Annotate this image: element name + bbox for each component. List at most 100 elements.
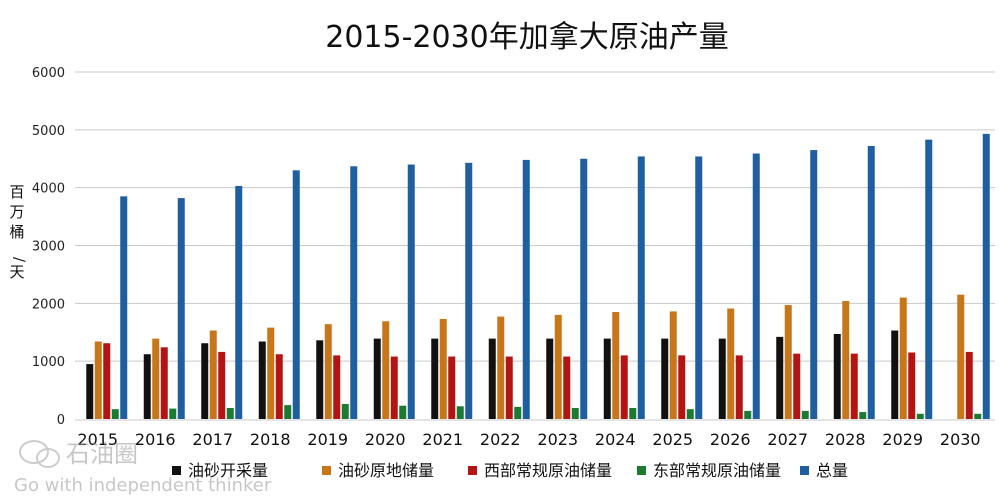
- bar-3-2025: [686, 409, 694, 419]
- bar-3-2026: [744, 410, 752, 419]
- watermark-logo-icon: [19, 440, 60, 468]
- bar-3-2018: [284, 405, 292, 419]
- y-tick-label: 2000: [32, 297, 65, 312]
- legend-item: 东部常规原油储量: [637, 461, 781, 480]
- y-tick-label: 6000: [32, 66, 65, 81]
- y-axis-label-text: 百万桶/天: [9, 183, 28, 281]
- bar-4-2016: [177, 198, 185, 419]
- bar-2-2024: [620, 355, 628, 419]
- x-tick-label: 2026: [710, 430, 751, 449]
- legend-label: 西部常规原油储量: [484, 461, 612, 480]
- watermark-logo-text: 石油圈: [66, 440, 138, 468]
- bar-1-2025: [669, 311, 677, 419]
- bar-0-2015: [86, 364, 94, 419]
- bar-4-2015: [120, 196, 128, 419]
- bar-3-2029: [916, 413, 924, 419]
- y-tick-label: 0: [57, 413, 65, 428]
- x-tick-label: 2015: [77, 430, 118, 449]
- bar-0-2018: [258, 341, 266, 419]
- y-tick-label: 4000: [32, 182, 65, 197]
- legend-item: 油砂开采量: [172, 461, 268, 480]
- bar-0-2025: [661, 338, 669, 419]
- bar-1-2028: [842, 301, 850, 419]
- y-axis-label: 百万桶/天: [9, 183, 28, 281]
- bar-1-2026: [727, 308, 735, 419]
- x-tick-label: 2023: [537, 430, 578, 449]
- bar-0-2027: [776, 336, 784, 419]
- bar-2-2029: [908, 352, 916, 419]
- bar-0-2029: [891, 330, 899, 419]
- bar-3-2030: [974, 413, 982, 419]
- bar-0-2022: [488, 338, 496, 419]
- x-tick-label: 2027: [767, 430, 808, 449]
- bar-2-2022: [505, 356, 513, 419]
- bar-3-2021: [456, 406, 464, 419]
- bar-1-2020: [382, 321, 390, 419]
- x-tick-label: 2019: [307, 430, 348, 449]
- bar-2-2015: [103, 343, 111, 419]
- watermark-tagline: Go with independent thinker: [14, 475, 272, 496]
- legend-swatch: [468, 466, 477, 475]
- bar-3-2024: [629, 408, 637, 419]
- bar-1-2017: [209, 330, 217, 419]
- legend-swatch: [322, 466, 331, 475]
- legend-label: 油砂原地储量: [338, 461, 434, 480]
- legend-item: 总量: [800, 461, 848, 480]
- bar-4-2026: [752, 153, 760, 420]
- bar-3-2016: [169, 408, 177, 419]
- watermark: 石油圈 Go with independent thinker: [14, 440, 272, 496]
- legend-swatch: [172, 466, 181, 475]
- x-tick-label: 2017: [192, 430, 233, 449]
- bar-3-2022: [514, 406, 522, 419]
- bar-0-2021: [431, 338, 439, 419]
- bar-2-2020: [390, 356, 398, 419]
- bar-2-2030: [965, 351, 973, 419]
- bar-1-2030: [957, 294, 965, 419]
- bar-3-2020: [399, 405, 407, 419]
- y-tick-label: 1000: [32, 355, 65, 370]
- chart-title: 2015-2030年加拿大原油产量: [325, 20, 729, 55]
- bar-0-2019: [316, 340, 324, 419]
- bar-4-2019: [350, 166, 358, 419]
- bar-3-2027: [801, 410, 809, 419]
- bar-4-2022: [522, 159, 530, 419]
- bar-1-2021: [439, 318, 447, 419]
- bar-1-2027: [784, 305, 792, 419]
- legend-label: 东部常规原油储量: [653, 461, 781, 480]
- bar-0-2028: [833, 333, 841, 419]
- x-tick-label: 2021: [422, 430, 463, 449]
- bar-2-2019: [333, 355, 341, 419]
- bar-3-2019: [341, 403, 349, 419]
- bar-3-2028: [859, 412, 867, 419]
- x-tick-label: 2030: [940, 430, 981, 449]
- bar-4-2027: [810, 150, 818, 419]
- bar-0-2017: [201, 343, 209, 419]
- x-tick-label: 2022: [480, 430, 521, 449]
- bar-2-2018: [275, 354, 283, 419]
- bar-3-2023: [571, 408, 579, 419]
- bar-0-2023: [546, 338, 554, 419]
- bar-1-2018: [267, 327, 275, 419]
- bar-2-2023: [563, 356, 571, 419]
- bar-4-2030: [982, 133, 990, 420]
- x-tick-label: 2029: [882, 430, 923, 449]
- bar-2-2026: [735, 355, 743, 419]
- bar-4-2017: [235, 185, 243, 419]
- bar-1-2024: [612, 312, 620, 419]
- bar-4-2023: [580, 158, 588, 419]
- bar-4-2018: [292, 170, 300, 419]
- bar-1-2015: [94, 341, 102, 419]
- y-axis-ticks: 0 1000 2000 3000 4000 5000 6000: [32, 66, 65, 428]
- bar-2-2021: [448, 356, 456, 419]
- bar-4-2029: [925, 139, 933, 420]
- bar-2-2028: [850, 353, 858, 419]
- bar-0-2020: [373, 338, 381, 419]
- y-tick-label: 5000: [32, 124, 65, 139]
- x-tick-label: 2028: [825, 430, 866, 449]
- bar-2-2017: [218, 351, 226, 419]
- x-tick-label: 2025: [652, 430, 693, 449]
- bar-1-2022: [497, 316, 505, 419]
- x-axis-ticks: 2015 2016 2017 2018 2019 2020 2021 2022 2023 2024…: [77, 430, 980, 449]
